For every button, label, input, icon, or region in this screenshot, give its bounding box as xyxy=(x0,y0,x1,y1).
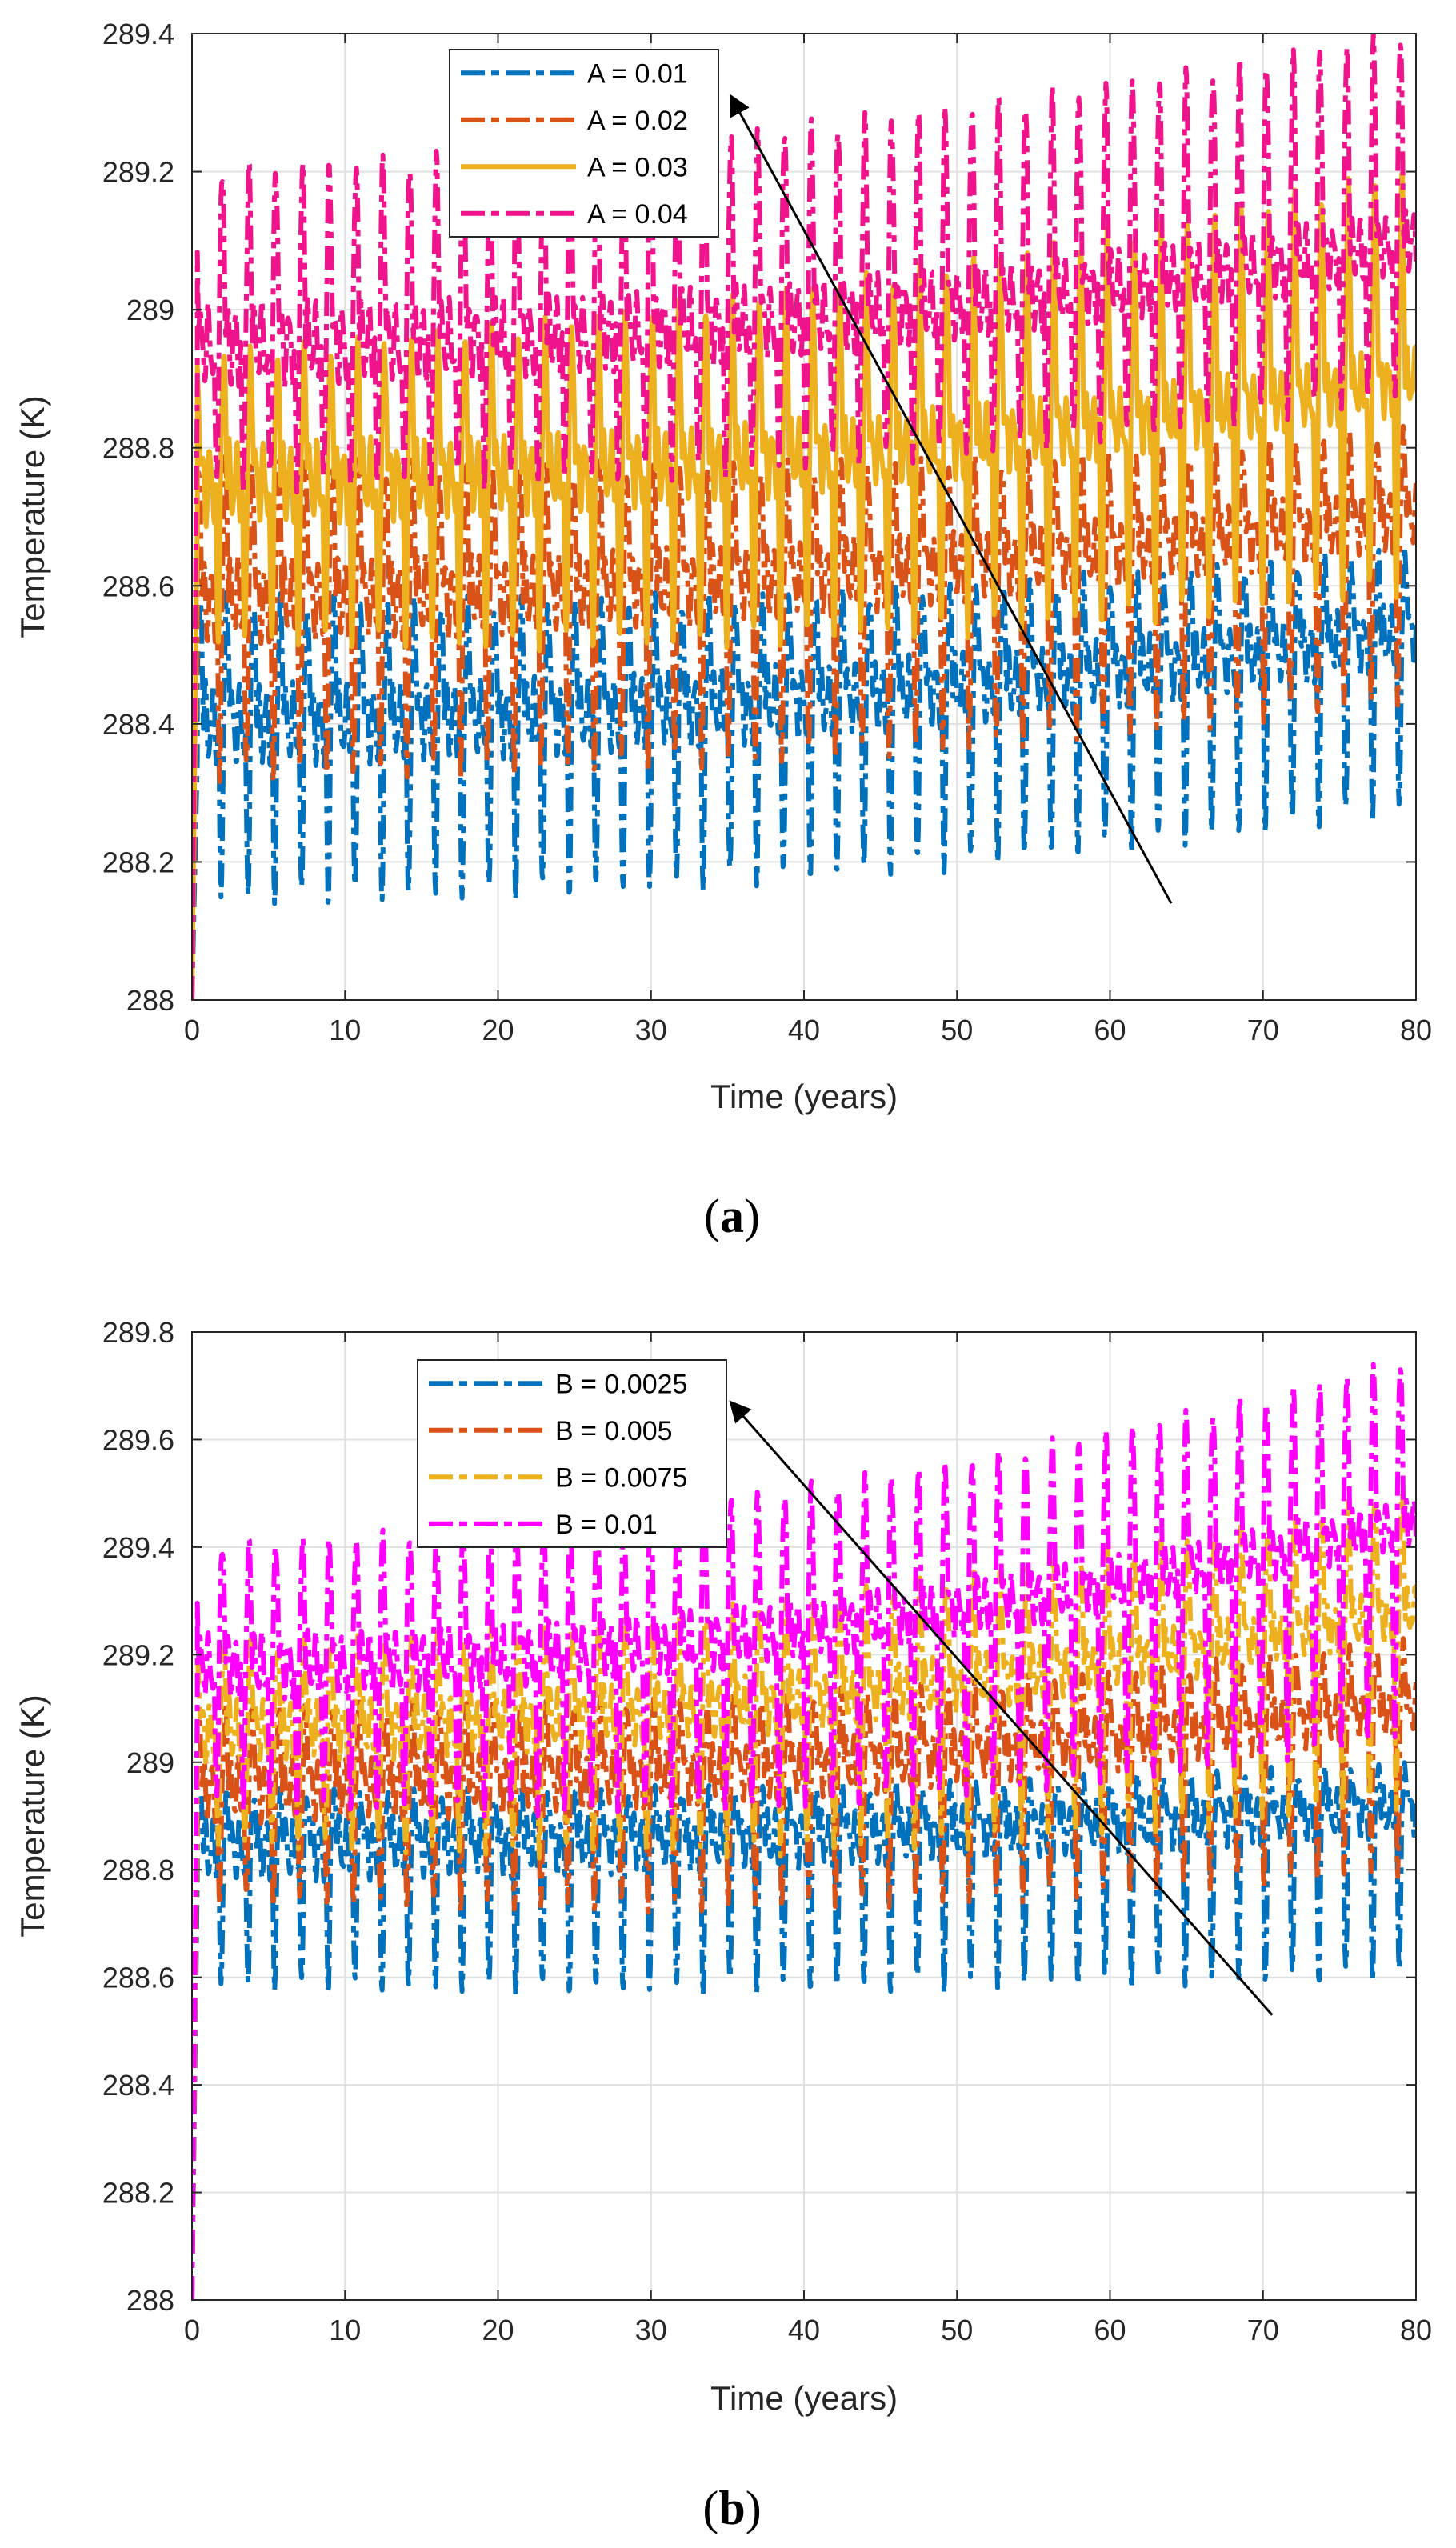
x-tick-label: 30 xyxy=(635,2314,667,2346)
y-tick-label: 288.4 xyxy=(102,2069,174,2102)
x-tick-label: 60 xyxy=(1094,1014,1126,1046)
y-tick-label: 288 xyxy=(126,984,174,1017)
y-tick-label: 288.8 xyxy=(102,1854,174,1886)
y-tick-label: 289.4 xyxy=(102,18,174,50)
legend: A = 0.01 A = 0.02 A = 0.03 A = 0.04 xyxy=(449,49,719,238)
chart-panel-b: 0 10 20 30 40 50 60 70 80 288 288.2 288.4 288.6 288.8… xyxy=(14,1316,1432,2534)
chart-panel-a: 0 10 20 30 40 50 60 70 80 288 288.2 288.4 288.6 288.8… xyxy=(14,18,1432,1242)
legend-entry-label: A = 0.01 xyxy=(587,58,688,89)
legend-box xyxy=(449,49,719,238)
series-line xyxy=(192,1362,1416,2300)
x-tick-label: 70 xyxy=(1247,1014,1279,1046)
series-group xyxy=(192,34,1416,1000)
y-tick-label: 288.2 xyxy=(102,846,174,878)
y-tick-label: 289.2 xyxy=(102,156,174,189)
x-tick-label: 0 xyxy=(184,2314,200,2346)
y-tick-label: 289.8 xyxy=(102,1316,174,1349)
legend-entry-label: A = 0.02 xyxy=(587,106,688,136)
y-tick-label: 289 xyxy=(126,1746,174,1779)
legend-entry-label: A = 0.04 xyxy=(587,199,688,230)
y-tick-label: 288.6 xyxy=(102,1962,174,1994)
series-line xyxy=(192,1491,1416,2300)
y-tick-label: 288.2 xyxy=(102,2177,174,2210)
series-line xyxy=(192,34,1416,1000)
panel-caption: (a) xyxy=(704,1190,760,1242)
x-axis-label: Time (years) xyxy=(710,1078,898,1115)
legend-entry-label: B = 0.005 xyxy=(555,1416,673,1446)
x-tick-label: 40 xyxy=(788,1014,820,1046)
x-tick-label: 80 xyxy=(1400,2314,1432,2346)
trend-arrow xyxy=(729,94,1173,904)
panel-caption: (b) xyxy=(702,2482,761,2534)
y-tick-label: 289 xyxy=(126,294,174,326)
x-tick-label: 40 xyxy=(788,2314,820,2346)
legend-entry-label: B = 0.01 xyxy=(555,1510,658,1540)
legend-box xyxy=(417,1359,727,1548)
series-line xyxy=(192,171,1416,1000)
x-tick-label: 50 xyxy=(941,1014,973,1046)
x-tick-label: 50 xyxy=(941,2314,973,2346)
x-axis-label: Time (years) xyxy=(710,2379,898,2417)
y-tick-label: 288.6 xyxy=(102,570,174,602)
series-line xyxy=(192,543,1416,1000)
x-tick-label: 10 xyxy=(329,1014,361,1046)
legend-entry-label: B = 0.0075 xyxy=(555,1462,687,1493)
y-axis-label: Temperature (K) xyxy=(14,395,51,638)
x-tick-label: 80 xyxy=(1400,1014,1432,1046)
legend: B = 0.0025 B = 0.005 B = 0.0075 B = 0.01 xyxy=(417,1359,727,1548)
legend-entry-label: A = 0.03 xyxy=(587,152,688,182)
trend-arrow xyxy=(729,1400,1274,2016)
legend-entry-label: B = 0.0025 xyxy=(555,1369,687,1399)
y-axis-label: Temperature (K) xyxy=(14,1694,51,1937)
x-tick-label: 30 xyxy=(635,1014,667,1046)
y-tick-label: 288.8 xyxy=(102,432,174,465)
y-tick-label: 289.6 xyxy=(102,1423,174,1456)
y-tick-label: 289.2 xyxy=(102,1638,174,1671)
y-tick-label: 289.4 xyxy=(102,1531,174,1564)
x-tick-label: 60 xyxy=(1094,2314,1126,2346)
x-tick-label: 20 xyxy=(482,2314,514,2346)
y-tick-label: 288 xyxy=(126,2284,174,2317)
x-tick-label: 10 xyxy=(329,2314,361,2346)
x-tick-label: 70 xyxy=(1247,2314,1279,2346)
x-tick-label: 20 xyxy=(482,1014,514,1046)
y-tick-label: 288.4 xyxy=(102,708,174,741)
x-tick-label: 0 xyxy=(184,1014,200,1046)
